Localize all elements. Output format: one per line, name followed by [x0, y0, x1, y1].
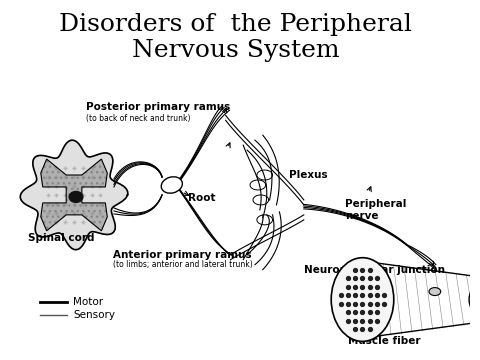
Text: Disorders of  the Peripheral: Disorders of the Peripheral	[59, 13, 412, 36]
Ellipse shape	[69, 192, 83, 202]
Text: Peripheral
nerve: Peripheral nerve	[345, 199, 406, 221]
Text: Anterior primary ramus: Anterior primary ramus	[113, 250, 252, 260]
Text: Nervous System: Nervous System	[132, 39, 339, 62]
Text: Motor: Motor	[73, 297, 103, 306]
Text: Muscle fiber: Muscle fiber	[348, 336, 420, 346]
Ellipse shape	[429, 288, 441, 296]
Ellipse shape	[161, 177, 182, 193]
Text: Sensory: Sensory	[73, 310, 115, 320]
Text: Spinal cord: Spinal cord	[28, 233, 95, 243]
Text: Posterior primary ramus: Posterior primary ramus	[86, 102, 230, 112]
Text: Root: Root	[189, 193, 216, 203]
Polygon shape	[20, 140, 128, 250]
Text: (to limbs; anterior and lateral trunk): (to limbs; anterior and lateral trunk)	[113, 260, 253, 269]
Text: Neuromuscular junction: Neuromuscular junction	[304, 265, 445, 275]
Polygon shape	[41, 159, 107, 231]
Ellipse shape	[469, 287, 480, 312]
Text: Plexus: Plexus	[289, 170, 328, 180]
Ellipse shape	[331, 258, 394, 341]
Text: (to back of neck and trunk): (to back of neck and trunk)	[86, 114, 190, 123]
